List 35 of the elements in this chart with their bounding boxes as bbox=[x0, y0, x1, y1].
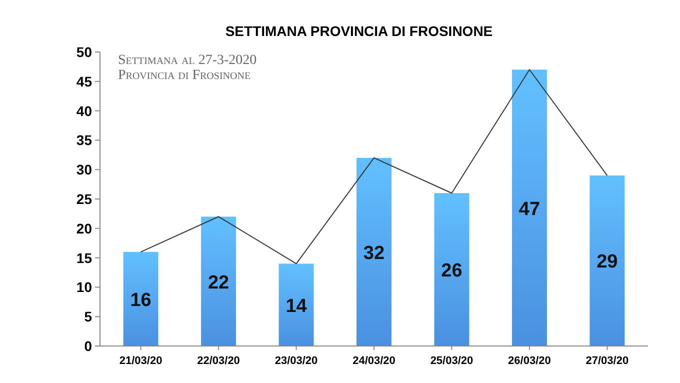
bar bbox=[278, 264, 314, 346]
data-label: 47 bbox=[518, 198, 540, 220]
x-tick-label: 22/03/20 bbox=[197, 355, 240, 367]
chart-title: SETTIMANA PROVINCIA DI FROSINONE bbox=[225, 23, 493, 39]
data-label: 29 bbox=[596, 252, 618, 273]
bar bbox=[201, 216, 236, 346]
annotation: Settimana al 27-3-2020 bbox=[118, 53, 257, 68]
x-tick-label: 26/03/20 bbox=[508, 355, 551, 367]
x-tick-label: 25/03/20 bbox=[430, 355, 474, 367]
y-tick-label: 5 bbox=[84, 308, 92, 325]
bar bbox=[434, 193, 470, 346]
data-label: 14 bbox=[286, 296, 308, 317]
bar bbox=[590, 175, 625, 346]
data-label: 16 bbox=[130, 290, 152, 311]
y-tick-label: 20 bbox=[76, 220, 92, 236]
x-tick-label: 21/03/20 bbox=[119, 355, 162, 367]
y-tick-label: 35 bbox=[76, 132, 92, 148]
x-tick-label: 24/03/20 bbox=[352, 355, 396, 367]
y-tick-label: 0 bbox=[84, 338, 92, 354]
bar bbox=[512, 70, 547, 346]
y-tick-label: 25 bbox=[76, 191, 92, 207]
data-label: 32 bbox=[363, 242, 385, 264]
y-tick-label: 40 bbox=[76, 102, 92, 119]
y-tick-label: 15 bbox=[76, 250, 92, 266]
x-tick-label: 27/03/20 bbox=[586, 355, 629, 367]
data-label: 22 bbox=[208, 272, 230, 294]
y-tick-label: 50 bbox=[76, 44, 92, 60]
y-tick-label: 45 bbox=[76, 73, 92, 90]
data-label: 26 bbox=[441, 260, 462, 282]
bar bbox=[123, 252, 158, 346]
annotation: Provincia di Frosinone bbox=[118, 68, 251, 83]
x-tick-label: 23/03/20 bbox=[274, 355, 318, 367]
y-tick-label: 30 bbox=[76, 162, 92, 178]
y-tick-label: 10 bbox=[76, 279, 92, 296]
bar bbox=[356, 158, 392, 346]
